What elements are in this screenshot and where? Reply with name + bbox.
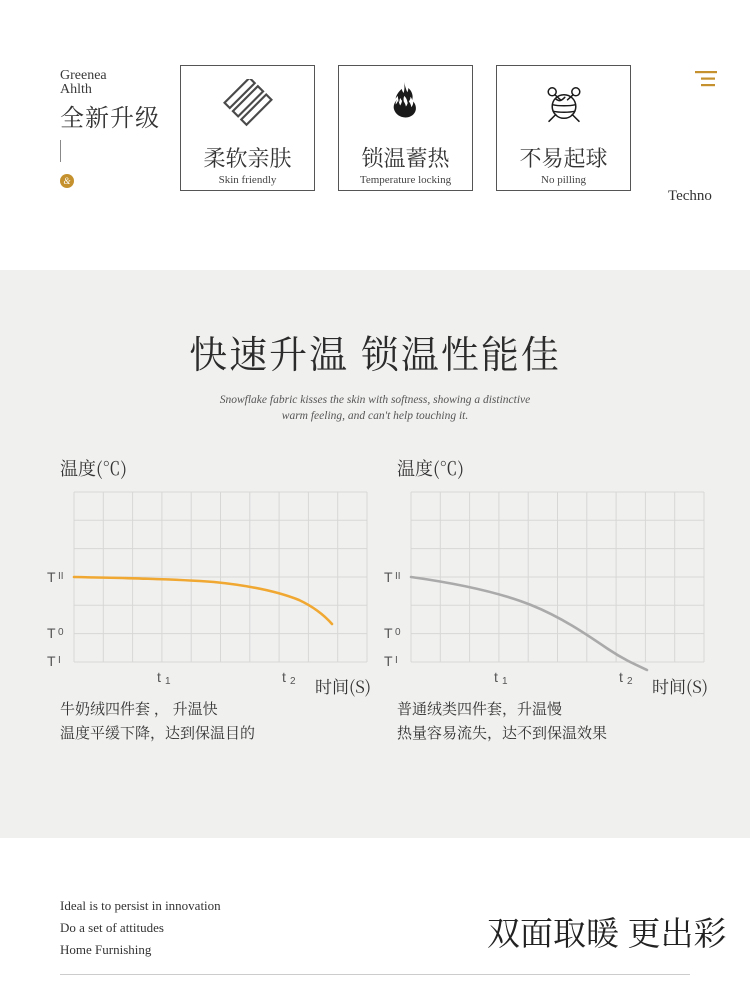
svg-text:T: T	[47, 625, 56, 641]
svg-text:T: T	[384, 653, 393, 669]
svg-text:2: 2	[627, 676, 633, 687]
svg-text:T: T	[384, 569, 393, 585]
svg-text:I: I	[395, 655, 398, 666]
svg-text:T: T	[47, 569, 56, 585]
svg-text:0: 0	[58, 627, 64, 638]
svg-text:2: 2	[290, 676, 296, 687]
svg-text:II: II	[395, 571, 401, 582]
svg-text:1: 1	[502, 676, 508, 687]
svg-text:T: T	[384, 625, 393, 641]
svg-text:t: t	[494, 669, 498, 685]
svg-text:t: t	[157, 669, 161, 685]
svg-text:I: I	[58, 655, 61, 666]
svg-text:II: II	[58, 571, 64, 582]
svg-text:t: t	[619, 669, 623, 685]
svg-text:1: 1	[165, 676, 171, 687]
svg-text:0: 0	[395, 627, 401, 638]
svg-text:T: T	[47, 653, 56, 669]
svg-text:t: t	[282, 669, 286, 685]
